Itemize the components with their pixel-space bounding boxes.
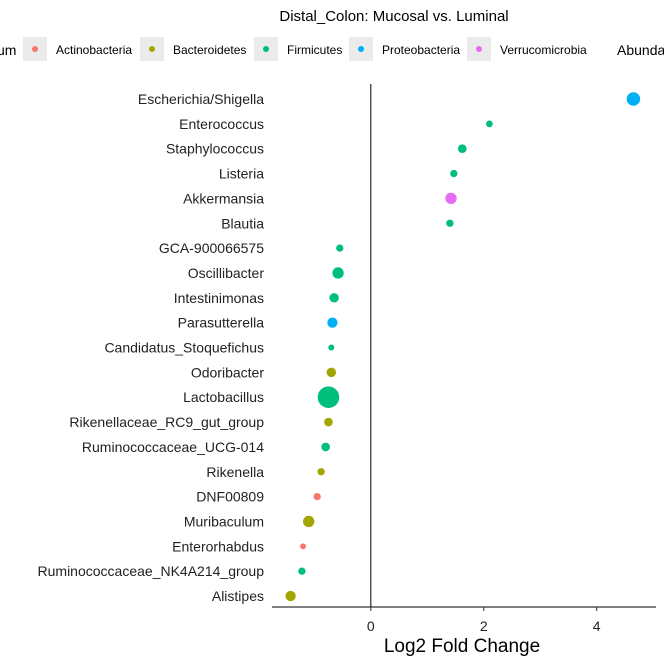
data-point (332, 267, 344, 279)
y-tick-label: Enterococcus (179, 116, 264, 132)
data-point (326, 367, 337, 378)
y-tick-label: GCA-900066575 (159, 240, 264, 256)
legend-abundance-title: Abunda (617, 42, 664, 58)
legend-key-dot (263, 46, 269, 52)
legend-label: Firmicutes (287, 43, 342, 57)
data-point (298, 567, 306, 575)
y-tick-label: Rikenella (206, 464, 264, 480)
data-point (285, 590, 296, 602)
legend-item-actinobacteria: Actinobacteria (23, 37, 132, 61)
y-tick-label: Ruminococcaceae_UCG-014 (82, 439, 264, 455)
y-tick-label: Akkermansia (183, 190, 264, 206)
data-point (328, 344, 335, 351)
data-point (321, 442, 330, 452)
legend-item-proteobacteria: Proteobacteria (349, 37, 460, 61)
data-point (327, 317, 338, 328)
y-tick-label: Blautia (221, 215, 264, 231)
data-point (303, 515, 315, 528)
y-tick-label: DNF00809 (196, 489, 264, 505)
x-tick-label: 0 (367, 618, 375, 634)
y-tick-label: Alistipes (212, 588, 264, 604)
legend-item-firmicutes: Firmicutes (254, 37, 342, 61)
legend-key-dot (32, 46, 38, 52)
legend-label: Actinobacteria (56, 43, 132, 57)
legend-label: Bacteroidetes (173, 43, 246, 57)
legend-key-dot (149, 46, 155, 52)
legend-label: Proteobacteria (382, 43, 460, 57)
data-point (445, 192, 457, 205)
y-tick-label: Lactobacillus (183, 389, 264, 405)
legend-phylum-title: um (0, 42, 16, 58)
data-point (626, 92, 641, 106)
y-tick-label: Staphylococcus (166, 141, 264, 157)
legend: um Abunda Actinobacteria Bacteroidetes Fir… (0, 37, 664, 61)
data-point (300, 543, 307, 550)
legend-item-bacteroidetes: Bacteroidetes (140, 37, 246, 61)
y-tick-label: Enterorhabdus (172, 538, 264, 554)
data-point (446, 219, 454, 227)
y-tick-label: Intestinimonas (174, 290, 264, 306)
x-axis-label: Log2 Fold Change (384, 636, 540, 657)
y-tick-label: Candidatus_Stoquefichus (104, 340, 264, 356)
legend-key-dot (476, 46, 482, 52)
data-point (450, 169, 458, 178)
y-axis: Escherichia/Shigella Enterococcus Staphylo… (38, 91, 265, 604)
y-tick-label: Rikenellaceae_RC9_gut_group (69, 414, 264, 430)
legend-key-dot (358, 46, 364, 52)
plot-area: Escherichia/Shigella Enterococcus Staphylo… (38, 84, 656, 634)
x-tick-label: 4 (593, 618, 601, 634)
data-point (317, 386, 340, 409)
data-point (457, 144, 467, 154)
data-point (317, 468, 325, 476)
y-tick-label: Odoribacter (191, 364, 264, 380)
data-point (324, 417, 333, 427)
data-point (313, 492, 321, 501)
y-tick-label: Muribaculum (184, 513, 264, 529)
data-point (329, 293, 339, 303)
data-point (336, 244, 344, 252)
legend-label: Verrucomicrobia (500, 43, 587, 57)
y-tick-label: Listeria (219, 166, 264, 182)
data-point (486, 120, 493, 128)
y-tick-label: Escherichia/Shigella (138, 91, 264, 107)
x-axis: 0 2 4 (367, 607, 601, 634)
y-tick-label: Parasutterella (178, 315, 265, 331)
y-tick-label: Ruminococcaceae_NK4A214_group (38, 563, 265, 579)
chart-title: Distal_Colon: Mucosal vs. Luminal (279, 8, 508, 25)
y-tick-label: Oscillibacter (188, 265, 265, 281)
data-points (285, 92, 641, 602)
legend-item-verrucomicrobia: Verrucomicrobia (467, 37, 587, 61)
x-tick-label: 2 (480, 618, 488, 634)
